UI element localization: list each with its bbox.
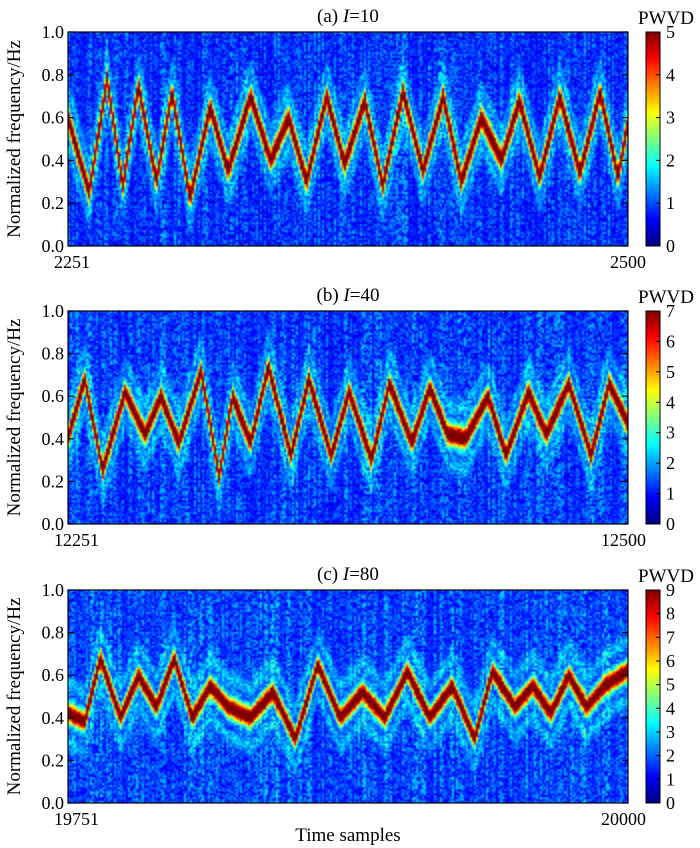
y-tick-label: 0.2 [42, 750, 65, 770]
colorbar-tick-label: 8 [666, 604, 675, 624]
plot-frame [67, 589, 629, 804]
heatmap-image [68, 32, 628, 246]
colorbar-tick-label: 1 [666, 193, 675, 213]
y-tick-label: 0.8 [42, 344, 65, 364]
y-axis-label: Normalized frequency/Hz [4, 40, 25, 238]
colorbar-tick-label: 2 [666, 150, 675, 170]
colorbar-tick-label: 5 [666, 22, 675, 42]
colorbar-tick-label: 3 [666, 108, 675, 128]
colorbar-tick-label: 4 [666, 65, 675, 85]
colorbar-tick-label: 5 [666, 675, 675, 695]
colorbar-tick-label: 2 [666, 746, 675, 766]
x-tick-label-start: 12251 [54, 530, 99, 550]
y-axis-label: Normalized frequency/Hz [4, 319, 25, 517]
y-tick-label: 0.4 [42, 150, 65, 170]
colorbar-tick-label: 7 [666, 627, 675, 647]
colorbar-label: PWVD [638, 566, 694, 587]
panel-1: 0.0 0.2 0.4 0.6 0.8 1.0 2251 2500 Normalized fre… [4, 6, 694, 272]
colorbar-tick-label: 1 [666, 769, 675, 789]
colorbar-label: PWVD [638, 8, 694, 29]
x-tick-label-end: 20000 [601, 809, 646, 829]
colorbar [645, 589, 661, 804]
y-tick-label: 0.6 [42, 665, 65, 685]
y-tick-label: 0.4 [42, 708, 65, 728]
colorbar-label: PWVD [638, 287, 694, 308]
colorbar-tick-label: 3 [666, 722, 675, 742]
colorbar-tick-label: 3 [666, 423, 675, 443]
colorbar-tick-label: 2 [666, 453, 675, 473]
colorbar-tick-label: 5 [666, 362, 675, 382]
y-tick-label: 0.2 [42, 471, 65, 491]
panel-title: (a) I=10 [317, 6, 379, 27]
colorbar-tick-label: 0 [666, 793, 675, 813]
heatmap-image [68, 311, 628, 524]
colorbar-tick-label: 0 [666, 514, 675, 534]
heatmap-image [68, 590, 628, 803]
y-tick-label: 0.2 [42, 193, 65, 213]
panel-2: 0.0 0.2 0.4 0.6 0.8 1.0 12251 12500 Normalized f… [4, 285, 694, 550]
colorbar-tick-label: 6 [666, 331, 675, 351]
panel-3: 0.0 0.2 0.4 0.6 0.8 1.0 19751 20000 Normalized f… [4, 564, 694, 846]
colorbar [645, 31, 661, 247]
colorbar-tick-label: 4 [666, 392, 675, 412]
plot-frame [67, 31, 629, 247]
x-tick-label-start: 19751 [54, 809, 99, 829]
colorbar-tick-label: 4 [666, 698, 675, 718]
y-tick-label: 0.8 [42, 65, 65, 85]
y-tick-label: 1.0 [42, 301, 65, 321]
colorbar-tick-label: 7 [666, 301, 675, 321]
y-tick-label: 0.4 [42, 429, 65, 449]
x-tick-label-start: 2251 [54, 252, 90, 272]
panel-title: (c) I=80 [317, 564, 379, 585]
y-tick-label: 0.0 [42, 514, 65, 534]
plot-frame [67, 310, 629, 525]
colorbar-tick-label: 0 [666, 236, 675, 256]
x-tick-label-end: 2500 [610, 252, 646, 272]
y-axis-label: Normalized frequency/Hz [4, 598, 25, 796]
y-tick-label: 1.0 [42, 580, 65, 600]
x-axis-label: Time samples [295, 825, 400, 846]
colorbar-tick-label: 1 [666, 484, 675, 504]
y-tick-label: 0.8 [42, 623, 65, 643]
y-tick-label: 0.6 [42, 386, 65, 406]
colorbar-tick-label: 9 [666, 580, 675, 600]
y-tick-label: 1.0 [42, 22, 65, 42]
colorbar [645, 310, 661, 525]
y-tick-label: 0.0 [42, 793, 65, 813]
y-tick-label: 0.6 [42, 108, 65, 128]
colorbar-tick-label: 6 [666, 651, 675, 671]
y-tick-label: 0.0 [42, 236, 65, 256]
x-tick-label-end: 12500 [601, 530, 646, 550]
panel-title: (b) I=40 [317, 285, 380, 306]
